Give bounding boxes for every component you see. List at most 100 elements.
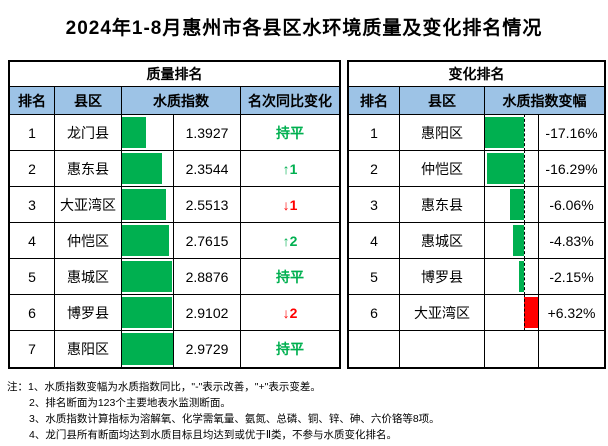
rank-change-cell: ↓2 <box>282 304 298 321</box>
rank-cell: 3 <box>10 187 55 222</box>
rank-cell: 3 <box>349 187 400 222</box>
rank-cell: 2 <box>10 151 55 186</box>
table-row: 1 龙门县 1.3927 持平 <box>10 115 339 151</box>
table-row: 4 仲恺区 2.7615 ↑2 <box>10 223 339 259</box>
rank-cell: 7 <box>10 331 55 367</box>
header-rank: 排名 <box>10 87 55 114</box>
wqi-value-cell: 2.9729 <box>174 331 241 367</box>
delta-value-cell: -16.29% <box>545 160 598 177</box>
wqi-value-cell: 1.3927 <box>174 115 241 150</box>
table-row: 5 博罗县 -2.15% <box>349 259 604 295</box>
wqi-value-cell: 2.9102 <box>174 295 241 330</box>
header-district: 县区 <box>400 87 485 114</box>
rank-cell: 6 <box>349 295 400 330</box>
table-row: 5 惠城区 2.8876 持平 <box>10 259 339 295</box>
wqi-data-bar <box>122 297 172 328</box>
wqi-data-bar <box>122 189 166 220</box>
table-row: 3 大亚湾区 2.5513 ↓1 <box>10 187 339 223</box>
delta-bar-cell <box>485 259 539 294</box>
delta-value-cell: -2.15% <box>549 268 594 285</box>
district-cell <box>400 331 485 367</box>
wqi-data-bar <box>122 153 163 184</box>
delta-value-cell <box>539 331 604 367</box>
zero-axis <box>523 187 525 222</box>
table-row-empty <box>349 331 604 367</box>
change-table-title: 变化排名 <box>349 62 604 87</box>
quality-table-header: 排名 县区 水质指数 名次同比变化 <box>10 87 339 115</box>
district-cell: 大亚湾区 <box>400 295 485 330</box>
rank-change-cell: 持平 <box>276 124 304 141</box>
table-row: 2 惠东县 2.3544 ↑1 <box>10 151 339 187</box>
delta-bar-cell <box>485 295 539 330</box>
quality-table-title: 质量排名 <box>10 62 339 87</box>
note-line-1: 注：1、水质指数变幅为水质指数同比，"-"表示改善，"+"表示变差。 <box>7 379 440 395</box>
header-district: 县区 <box>55 87 122 114</box>
note-prefix: 注： <box>7 381 28 393</box>
note-line-4: 4、龙门县所有断面均达到水质目标且均达到或优于Ⅱ类，不参与水质变化排名。 <box>29 429 398 441</box>
change-ranking-table: 变化排名 排名 县区 水质指数变幅 1 惠阳区 -17.16% 2 仲恺区 -1… <box>347 60 606 369</box>
district-cell: 博罗县 <box>55 295 122 330</box>
rank-change-cell: ↓1 <box>282 196 298 213</box>
table-row: 1 惠阳区 -17.16% <box>349 115 604 151</box>
wqi-bar-cell <box>122 151 174 186</box>
table-row: 4 惠城区 -4.83% <box>349 223 604 259</box>
delta-bar-cell <box>485 223 539 258</box>
delta-value-cell: -4.83% <box>549 232 594 249</box>
rank-cell <box>349 331 400 367</box>
table-row: 7 惠阳区 2.9729 持平 <box>10 331 339 367</box>
note-text-1: 1、水质指数变幅为水质指数同比，"-"表示改善，"+"表示变差。 <box>28 381 321 393</box>
zero-axis <box>523 259 525 294</box>
header-water-quality-index: 水质指数 <box>122 87 241 114</box>
wqi-data-bar <box>122 225 170 256</box>
district-cell: 惠东县 <box>55 151 122 186</box>
delta-data-bar <box>518 261 524 292</box>
district-cell: 大亚湾区 <box>55 187 122 222</box>
header-rank: 排名 <box>349 87 400 114</box>
quality-ranking-table: 质量排名 排名 县区 水质指数 名次同比变化 1 龙门县 1.3927 持平 2… <box>8 60 341 369</box>
district-cell: 仲恺区 <box>400 151 485 186</box>
delta-bar-cell <box>485 115 539 150</box>
delta-data-bar <box>485 117 524 148</box>
zero-axis <box>523 223 525 258</box>
zero-axis <box>523 151 525 186</box>
wqi-value-cell: 2.7615 <box>174 223 241 258</box>
rank-cell: 5 <box>10 259 55 294</box>
table-row: 2 仲恺区 -16.29% <box>349 151 604 187</box>
wqi-bar-cell <box>122 223 174 258</box>
delta-data-bar <box>512 225 524 256</box>
wqi-bar-cell <box>122 295 174 330</box>
wqi-data-bar <box>122 333 173 365</box>
delta-data-bar <box>523 297 538 328</box>
footnotes: 注：1、水质指数变幅为水质指数同比，"-"表示改善，"+"表示变差。 2、排名断… <box>7 379 440 443</box>
wqi-bar-cell <box>122 331 174 367</box>
wqi-data-bar <box>122 261 172 292</box>
district-cell: 龙门县 <box>55 115 122 150</box>
delta-value-cell: -6.06% <box>549 196 594 213</box>
rank-cell: 4 <box>349 223 400 258</box>
district-cell: 惠城区 <box>400 223 485 258</box>
note-line-2: 2、排名断面为123个主要地表水监测断面。 <box>29 397 231 409</box>
zero-axis <box>523 115 525 150</box>
header-index-delta: 水质指数变幅 <box>502 92 587 109</box>
delta-bar-cell <box>485 151 539 186</box>
rank-cell: 6 <box>10 295 55 330</box>
delta-data-bar <box>486 153 524 184</box>
rank-cell: 4 <box>10 223 55 258</box>
rank-change-cell: ↑1 <box>282 160 298 177</box>
header-rank-change: 名次同比变化 <box>248 92 332 109</box>
rank-change-cell: 持平 <box>276 268 304 285</box>
delta-bar-cell <box>485 187 539 222</box>
rank-change-cell: ↑2 <box>282 232 298 249</box>
district-cell: 惠城区 <box>55 259 122 294</box>
wqi-bar-cell <box>122 259 174 294</box>
district-cell: 惠阳区 <box>400 115 485 150</box>
wqi-value-cell: 2.3544 <box>174 151 241 186</box>
zero-axis <box>523 295 525 330</box>
wqi-data-bar <box>122 117 146 148</box>
delta-value-cell: +6.32% <box>547 304 596 321</box>
table-row: 6 博罗县 2.9102 ↓2 <box>10 295 339 331</box>
page-title: 2024年1-8月惠州市各县区水环境质量及变化排名情况 <box>65 18 543 39</box>
rank-cell: 1 <box>10 115 55 150</box>
rank-cell: 5 <box>349 259 400 294</box>
delta-value-cell: -17.16% <box>545 124 598 141</box>
